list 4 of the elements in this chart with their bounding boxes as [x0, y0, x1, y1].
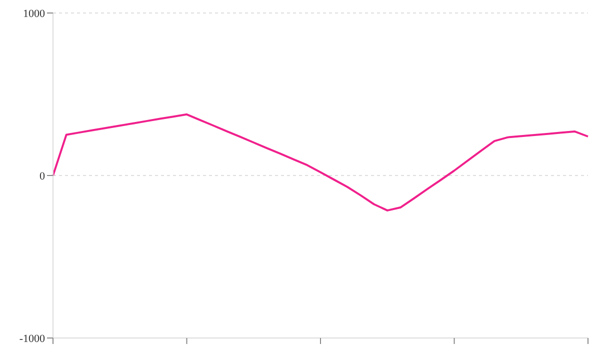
- y-tick-label: 1000: [23, 8, 46, 20]
- y-tick-label: 0: [40, 170, 46, 182]
- y-tick-label: -1000: [19, 332, 46, 345]
- line-series: [52, 113, 589, 212]
